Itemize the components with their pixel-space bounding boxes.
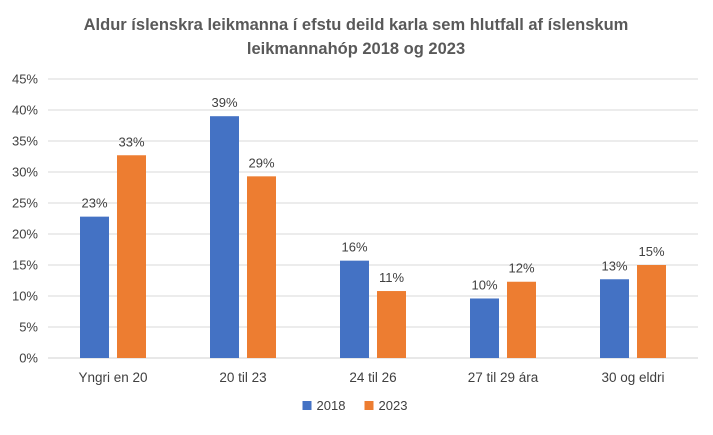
legend-label: 2018 <box>317 398 346 413</box>
chart-title-line-2: leikmannahóp 2018 og 2023 <box>247 40 465 58</box>
chart-title: Aldur íslenskra leikmanna í efstu deild … <box>84 16 629 58</box>
x-axis: Yngri en 20 20 til 23 24 til 26 27 til 29 á… <box>78 370 664 385</box>
chart-title-line-1: Aldur íslenskra leikmanna í efstu deild … <box>84 16 629 34</box>
bars <box>80 116 666 358</box>
y-tick-label: 40% <box>12 103 38 118</box>
y-tick-label: 15% <box>12 258 38 273</box>
y-tick-label: 30% <box>12 165 38 180</box>
y-tick-label: 35% <box>12 134 38 149</box>
bar-2018-2 <box>340 260 369 358</box>
x-tick-label: 27 til 29 ára <box>468 370 539 385</box>
y-tick-label: 5% <box>19 320 38 335</box>
x-tick-label: Yngri en 20 <box>78 370 147 385</box>
legend-swatch-2023 <box>364 401 374 410</box>
bar-2018-0 <box>80 216 109 358</box>
data-label: 13% <box>601 258 627 273</box>
data-label: 33% <box>118 134 144 149</box>
data-label: 16% <box>341 240 367 255</box>
bar-2023-3 <box>507 281 536 358</box>
y-tick-label: 0% <box>19 351 38 366</box>
y-axis: 0% 5% 10% 15% 20% 25% 30% 35% 40% 45% <box>12 72 38 366</box>
x-tick-label: 30 og eldri <box>601 370 664 385</box>
legend-label: 2023 <box>379 398 408 413</box>
legend: 2018 2023 <box>302 398 408 413</box>
data-label: 23% <box>81 196 107 211</box>
bar-2023-1 <box>247 176 276 358</box>
data-label: 15% <box>638 244 664 259</box>
bar-2023-0 <box>117 155 146 358</box>
x-tick-label: 24 til 26 <box>349 370 396 385</box>
y-tick-label: 45% <box>12 72 38 87</box>
data-label: 11% <box>379 270 404 285</box>
x-tick-label: 20 til 23 <box>219 370 266 385</box>
data-label: 12% <box>508 261 534 276</box>
data-label: 10% <box>471 277 497 292</box>
data-labels: 23% 33% 39% 29% 16% 11% 10% 12% 13% 15% <box>81 95 664 292</box>
y-tick-label: 10% <box>12 289 38 304</box>
bar-2018-4 <box>600 279 629 358</box>
data-label: 39% <box>211 95 237 110</box>
bar-2023-2 <box>377 291 406 358</box>
legend-swatch-2018 <box>302 401 312 410</box>
bar-2023-4 <box>637 265 666 358</box>
data-label: 29% <box>248 155 274 170</box>
y-tick-label: 25% <box>12 196 38 211</box>
bar-2018-3 <box>470 298 499 358</box>
bar-2018-1 <box>210 116 239 358</box>
gridlines <box>48 78 698 359</box>
y-tick-label: 20% <box>12 227 38 242</box>
